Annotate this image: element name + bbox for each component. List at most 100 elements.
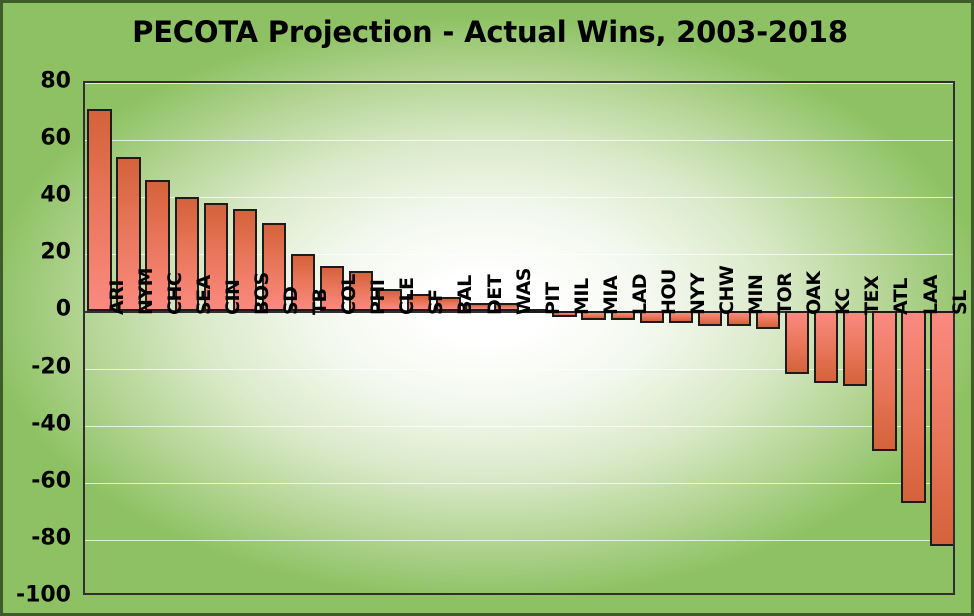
bar-category-label: LAD [628,274,651,316]
bar-slot [114,83,143,593]
bar-category-label: HOU [657,269,680,316]
bar[interactable] [87,108,112,312]
bar-category-label: SEA [192,275,215,316]
bar[interactable] [639,311,664,323]
y-axis-tick-label: -60 [31,468,71,494]
bar[interactable] [930,311,953,546]
bar[interactable] [813,311,839,383]
bar-slot [521,83,550,593]
chart-title: PECOTA Projection - Actual Wins, 2003-20… [132,15,848,49]
bar-slot [434,83,463,593]
bar-category-label: CHW [716,266,739,316]
bar[interactable] [901,311,926,503]
bar[interactable] [203,202,228,312]
bar-slot [695,83,724,593]
y-axis-tick-label: -80 [31,525,71,551]
gridline [85,197,953,199]
bar-slot [143,83,172,593]
bar-slot [376,83,405,593]
bar-category-label: MIA [599,276,622,316]
bar-slot [870,83,899,593]
bar[interactable] [116,157,141,312]
bar[interactable] [552,311,577,318]
gridline [85,311,953,314]
bar-category-label: SL [948,290,971,316]
bar-category-label: OAK [803,271,826,316]
bar-slot [812,83,841,593]
bar-slot [724,83,753,593]
bar-category-label: PIT [541,282,564,316]
bar[interactable] [872,311,897,452]
bar[interactable] [261,222,287,312]
bar-slot [463,83,492,593]
y-axis-tick-label: 20 [40,239,71,265]
bar-slot [579,83,608,593]
bar[interactable] [407,294,432,312]
bar-slot [754,83,783,593]
bar-category-label: MIN [745,275,768,316]
y-axis-tick-label: 0 [55,296,71,322]
bar[interactable] [843,311,868,386]
bar-category-label: SD [280,286,303,316]
y-axis-tick-label: 80 [40,68,71,94]
bar-slot [928,83,953,593]
gridline [85,140,953,142]
bar[interactable] [523,308,548,313]
bar[interactable] [290,254,316,312]
bar-slot [172,83,201,593]
bar-category-label: ARI [105,280,128,316]
bar[interactable] [784,311,810,375]
bar[interactable] [319,265,345,312]
bar[interactable] [697,311,723,326]
bar[interactable] [581,311,606,320]
bar-slot [288,83,317,593]
bar-category-label: BAL [454,275,477,316]
bar-category-label: LAA [919,275,942,316]
bar-slot [259,83,288,593]
bar-slot [347,83,376,593]
y-axis-tick-label: -100 [15,582,71,608]
y-axis-tick-label: -20 [31,354,71,380]
bar-slot [608,83,637,593]
bar[interactable] [377,288,403,312]
bar-slot [550,83,579,593]
bar[interactable] [174,197,199,312]
bar[interactable] [494,302,519,312]
bar-category-label: WAS [512,268,535,316]
bar-slot [666,83,695,593]
bar[interactable] [232,208,258,312]
bar-slot [637,83,666,593]
bar-series [85,83,953,593]
bar-category-label: COL [338,274,361,316]
bar-category-label: NYY [687,273,709,316]
bar-slot [783,83,812,593]
bar[interactable] [348,271,374,312]
gridline [85,539,953,541]
bar-slot [492,83,521,593]
bar[interactable] [755,311,781,329]
bar-category-label: TEX [861,276,884,316]
bar-slot [85,83,114,593]
bar-category-label: TOR [774,273,797,316]
bar-category-label: SF [425,289,448,316]
bar-category-label: CLE [396,277,419,316]
gridline [85,482,953,484]
gridline [85,425,953,427]
bar[interactable] [610,311,635,320]
bar[interactable] [436,297,461,312]
bar-slot [841,83,870,593]
bar-category-label: DET [483,275,506,316]
y-axis-tick-label: 60 [40,125,71,151]
bar[interactable] [726,311,752,326]
bar-slot [405,83,434,593]
bar[interactable] [668,311,694,323]
y-axis-tick-label: -40 [31,411,71,437]
bar-slot [230,83,259,593]
gridline [85,83,953,84]
bar-category-label: KC [832,288,855,316]
bar-slot [899,83,928,593]
bar[interactable] [465,302,490,312]
bar-category-label: CHC [163,273,186,316]
bar[interactable] [145,180,170,312]
